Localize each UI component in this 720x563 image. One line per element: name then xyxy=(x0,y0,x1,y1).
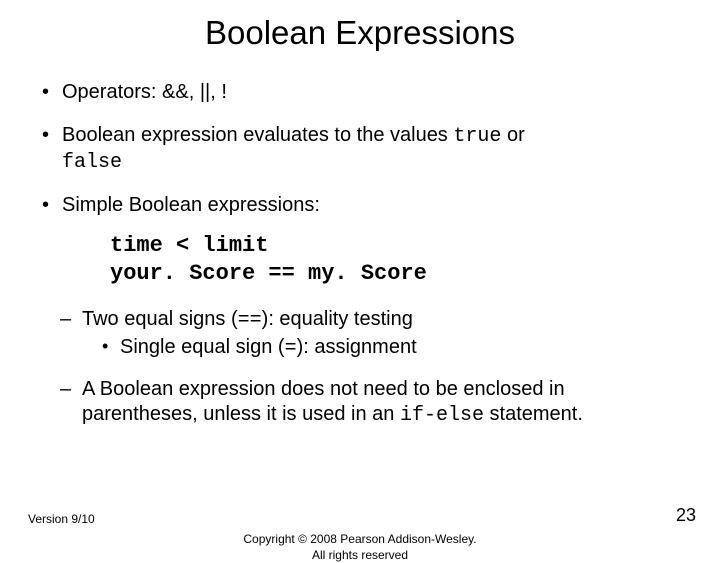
sub-bullet-parentheses: A Boolean expression does not need to be… xyxy=(60,377,680,428)
operators-text: &&, ||, ! xyxy=(162,81,227,103)
page-number: 23 xyxy=(676,505,696,526)
code-ifelse: if-else xyxy=(400,404,484,427)
bullet-simple: Simple Boolean expressions: xyxy=(40,193,680,218)
text: ): assignment xyxy=(297,336,417,358)
text: Boolean expression evaluates to the valu… xyxy=(62,124,453,146)
text: Single equal sign ( xyxy=(120,336,285,358)
sub-bullet-equality: Two equal signs (==): equality testing S… xyxy=(60,307,680,361)
code-false: false xyxy=(62,151,122,174)
bullet-list: Operators: &&, ||, ! Boolean expression … xyxy=(40,80,680,218)
code-eq: = xyxy=(285,337,297,360)
text: or xyxy=(501,124,524,146)
sub-bullet-list: Two equal signs (==): equality testing S… xyxy=(40,307,680,428)
text: statement. xyxy=(484,403,583,425)
slide-title: Boolean Expressions xyxy=(0,0,720,62)
copyright: Copyright © 2008 Pearson Addison-Wesley.… xyxy=(0,532,720,563)
text: Operators: xyxy=(62,81,162,103)
text: Simple Boolean expressions: xyxy=(62,194,320,216)
code-eqeq: == xyxy=(238,309,262,332)
copyright-line-2: All rights reserved xyxy=(312,548,408,562)
code-line-2: your. Score == my. Score xyxy=(110,260,680,288)
code-block: time < limit your. Score == my. Score xyxy=(40,232,680,287)
version-label: Version 9/10 xyxy=(28,512,95,526)
bullet-evaluates: Boolean expression evaluates to the valu… xyxy=(40,123,680,175)
sub-sub-assignment: Single equal sign (=): assignment xyxy=(102,335,680,361)
copyright-line-1: Copyright © 2008 Pearson Addison-Wesley. xyxy=(243,532,476,546)
sub-sub-list: Single equal sign (=): assignment xyxy=(82,335,680,361)
text: Two equal signs ( xyxy=(82,308,238,330)
slide-content: Operators: &&, ||, ! Boolean expression … xyxy=(0,80,720,428)
bullet-operators: Operators: &&, ||, ! xyxy=(40,80,680,105)
code-line-1: time < limit xyxy=(110,232,680,260)
code-true: true xyxy=(453,125,501,148)
text: ): equality testing xyxy=(262,308,413,330)
